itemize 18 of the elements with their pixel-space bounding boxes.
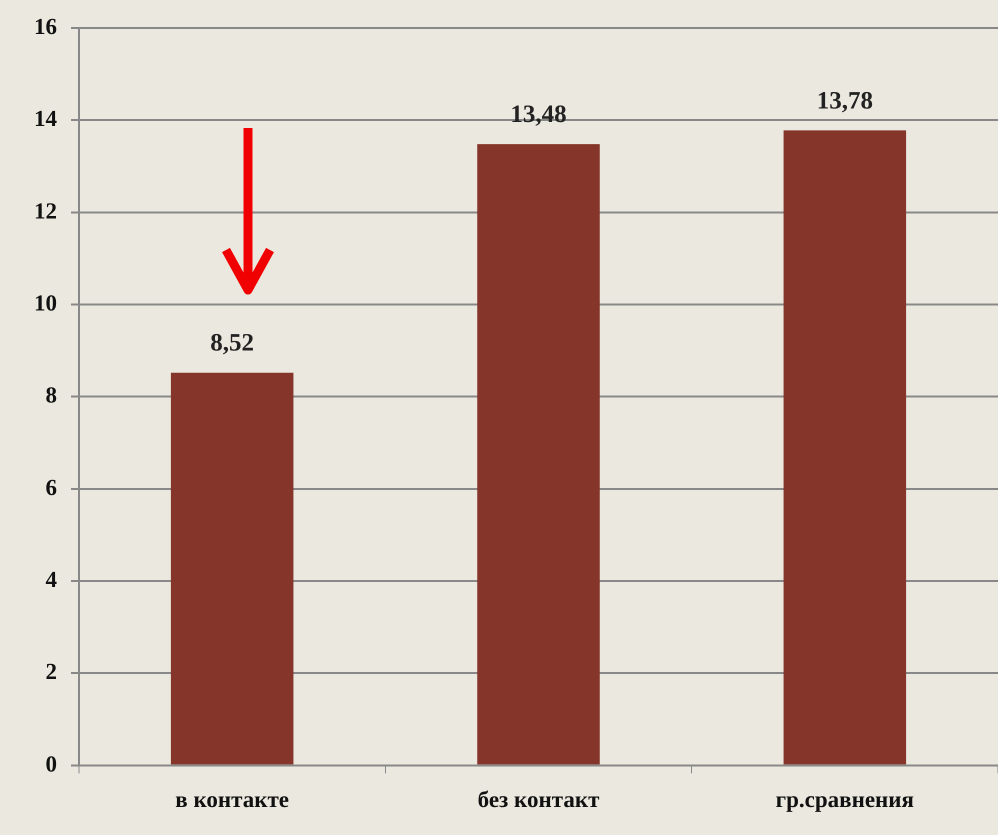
y-tick-label: 6 — [46, 474, 57, 500]
y-tick-label: 4 — [46, 566, 58, 592]
y-tick-label: 0 — [46, 751, 57, 776]
y-tick-label: 2 — [46, 659, 57, 684]
bar — [477, 144, 600, 764]
y-tick-label: 10 — [34, 290, 57, 316]
bar — [170, 372, 294, 764]
x-tick-label: гр.сравнения — [776, 787, 914, 812]
x-tick-label: без контакт — [478, 787, 600, 812]
x-tick-label: в контакте — [175, 787, 290, 812]
y-tick-label: 14 — [34, 106, 58, 132]
data-label: 13,78 — [816, 87, 873, 114]
bar — [784, 130, 906, 764]
y-tick-label: 8 — [46, 382, 57, 408]
y-tick-label: 12 — [34, 198, 57, 224]
data-label: 8,52 — [210, 330, 254, 357]
y-tick-label: 16 — [34, 14, 57, 39]
data-label: 13,48 — [510, 101, 567, 128]
